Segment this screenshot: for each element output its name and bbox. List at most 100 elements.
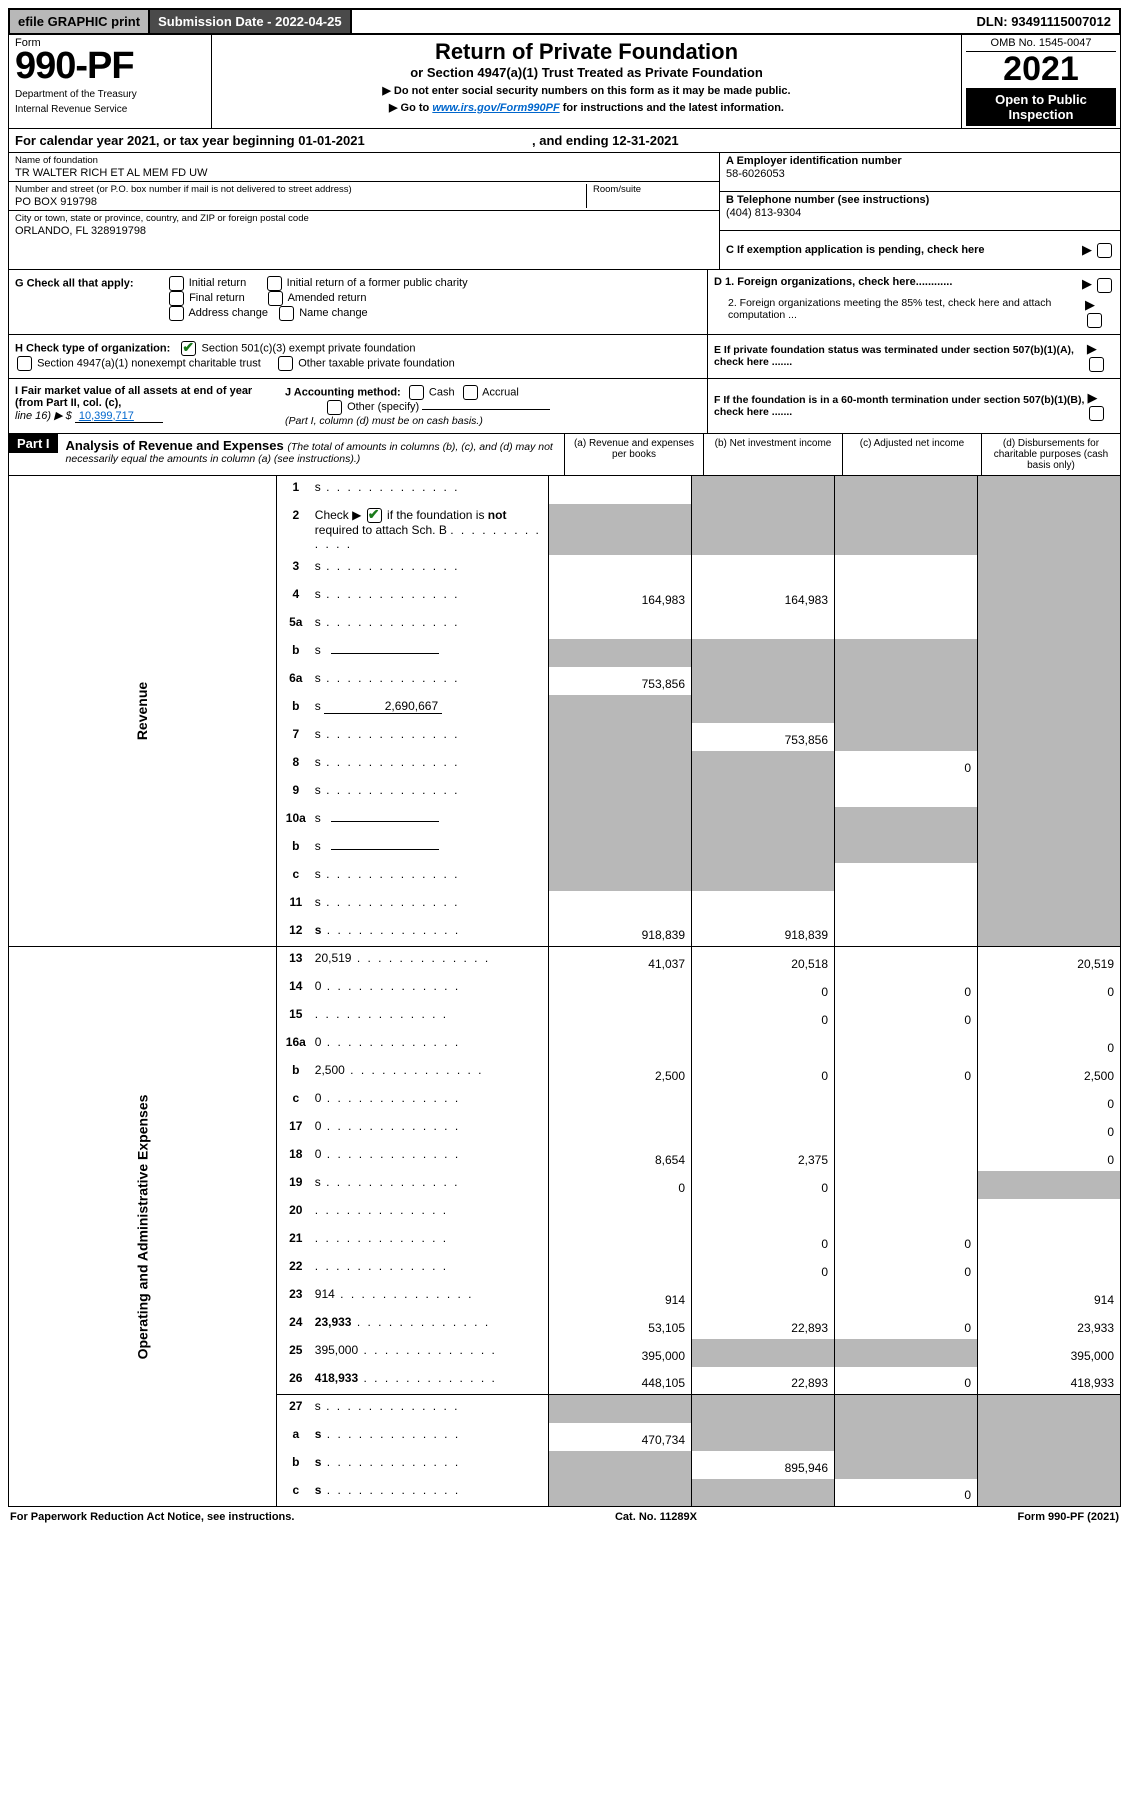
c-checkbox[interactable] [1097,243,1112,258]
h-opt3: Other taxable private foundation [298,357,455,369]
col-a-header: (a) Revenue and expenses per books [564,434,703,475]
d2-checkbox[interactable] [1087,313,1102,328]
i-line-label: line 16) ▶ $ [15,410,72,422]
h-other-checkbox[interactable] [278,356,293,371]
line-number: b [276,1059,315,1087]
h-501c3-checkbox[interactable] [181,341,196,356]
j-cash-checkbox[interactable] [409,385,424,400]
line-description: s [315,807,549,835]
g-opt-4: Amended return [288,292,367,304]
line-description: s [315,1479,549,1507]
footer-left: For Paperwork Reduction Act Notice, see … [10,1511,294,1523]
value-cell [835,1031,978,1059]
value-cell: 753,856 [549,667,692,695]
value-cell: 0 [835,1003,978,1031]
value-cell: 918,839 [549,919,692,947]
g-initial-public-checkbox[interactable] [267,276,282,291]
value-cell [549,835,692,863]
line-number: b [276,695,315,723]
f-checkbox[interactable] [1089,406,1104,421]
address-value: PO BOX 919798 [15,196,586,208]
box-j: J Accounting method: Cash Accrual Other … [275,385,701,427]
city-label: City or town, state or province, country… [15,213,713,224]
value-cell: 0 [692,975,835,1003]
line-description: s [315,779,549,807]
subtitle: or Section 4947(a)(1) Trust Treated as P… [220,65,953,80]
info-left: Name of foundation TR WALTER RICH ET AL … [9,153,719,269]
value-cell [978,555,1121,583]
d1-checkbox[interactable] [1097,278,1112,293]
value-cell: 0 [835,975,978,1003]
value-cell: 470,734 [549,1423,692,1451]
period-begin: For calendar year 2021, or tax year begi… [15,133,365,148]
box-d: D 1. Foreign organizations, check here..… [707,270,1120,334]
info-right: A Employer identification number 58-6026… [719,153,1120,269]
g-amended-checkbox[interactable] [268,291,283,306]
value-cell: 23,933 [978,1311,1121,1339]
efile-print-button[interactable]: efile GRAPHIC print [10,10,150,33]
value-cell [692,779,835,807]
value-cell [692,504,835,555]
value-cell [978,1423,1121,1451]
row-h-e: H Check type of organization: Section 50… [8,335,1121,379]
line-description: s [315,1395,549,1423]
schB-checkbox[interactable] [367,508,382,523]
value-cell [692,695,835,723]
g-final-checkbox[interactable] [169,291,184,306]
value-cell [549,555,692,583]
value-cell [835,476,978,504]
line-number: 9 [276,779,315,807]
ein-cell: A Employer identification number 58-6026… [720,153,1120,192]
value-cell [549,751,692,779]
j-accrual-checkbox[interactable] [463,385,478,400]
line-number: 19 [276,1171,315,1199]
value-cell [835,779,978,807]
j-other-checkbox[interactable] [327,400,342,415]
value-cell [692,1339,835,1367]
e-checkbox[interactable] [1089,357,1104,372]
value-cell [692,1199,835,1227]
g-name-checkbox[interactable] [279,306,294,321]
e-label: E If private foundation status was termi… [714,344,1087,368]
line-description: s [315,555,549,583]
value-cell: 20,519 [978,947,1121,975]
box-i: I Fair market value of all assets at end… [15,385,275,427]
value-cell [978,1227,1121,1255]
line-description: s [315,751,549,779]
line-description: 0 [315,975,549,1003]
value-cell [835,1283,978,1311]
line-number: 17 [276,1115,315,1143]
instr2-suffix: for instructions and the latest informat… [560,102,784,114]
value-cell [835,1199,978,1227]
value-cell [835,1339,978,1367]
value-cell [692,476,835,504]
value-cell [549,1227,692,1255]
value-cell [692,863,835,891]
value-cell: 395,000 [978,1339,1121,1367]
value-cell [978,667,1121,695]
h-4947-checkbox[interactable] [17,356,32,371]
line-number: c [276,1087,315,1115]
value-cell: 0 [692,1059,835,1087]
value-cell [692,1115,835,1143]
value-cell: 448,105 [549,1367,692,1395]
value-cell [692,611,835,639]
title-box: Return of Private Foundation or Section … [212,35,962,128]
value-cell: 164,983 [549,583,692,611]
g-initial-checkbox[interactable] [169,276,184,291]
city-cell: City or town, state or province, country… [9,211,719,239]
line-description: 0 [315,1087,549,1115]
box-g: G Check all that apply: Initial return I… [9,270,707,334]
line-number: 10a [276,807,315,835]
line-number: 16a [276,1031,315,1059]
form-link[interactable]: www.irs.gov/Form990PF [432,102,559,114]
value-cell [978,1451,1121,1479]
city-value: ORLANDO, FL 328919798 [15,225,713,237]
j-accrual: Accrual [482,386,519,398]
value-cell [978,583,1121,611]
g-address-checkbox[interactable] [169,306,184,321]
line-description [315,1227,549,1255]
line-number: 23 [276,1283,315,1311]
fmv-value[interactable]: 10,399,717 [75,410,163,423]
line-number: 13 [276,947,315,975]
